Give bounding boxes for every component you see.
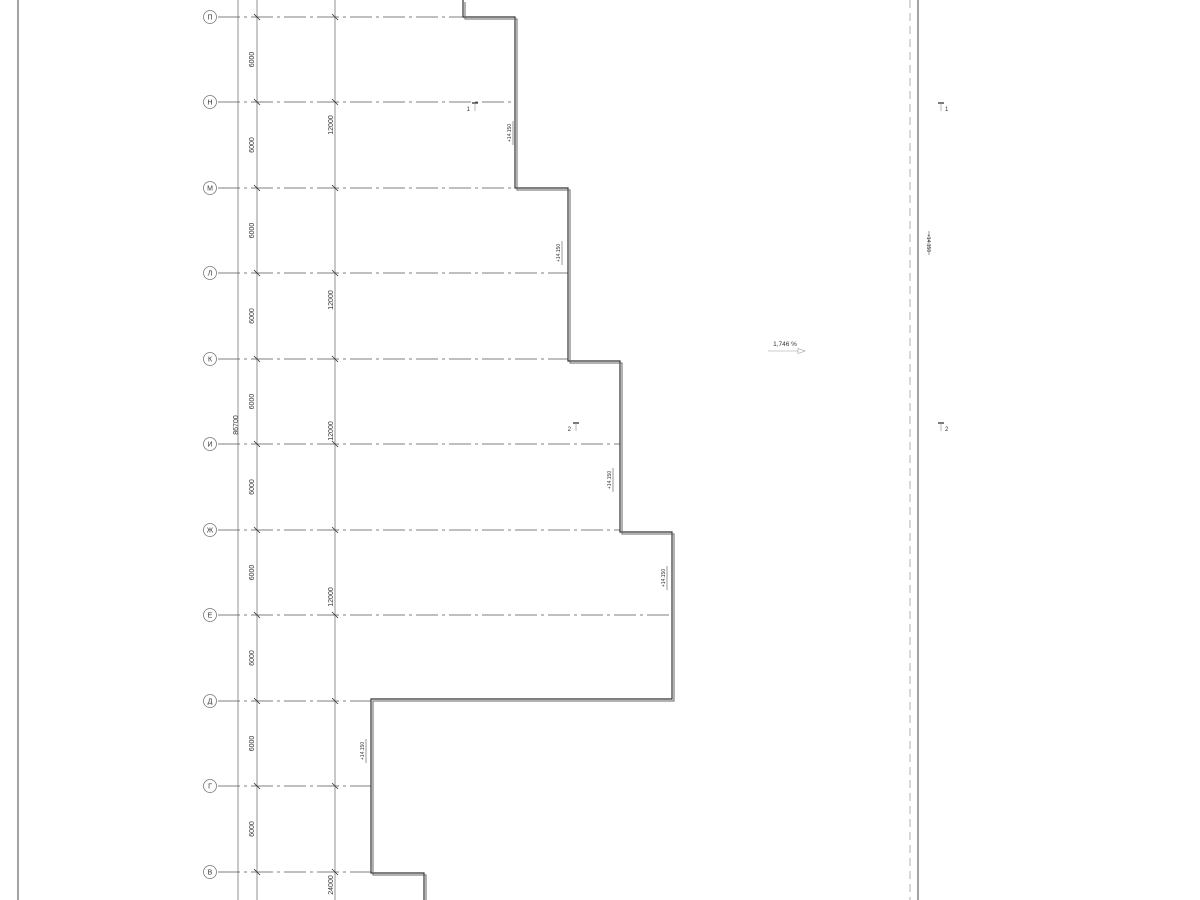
dimension-tick: [331, 782, 339, 790]
dimension-tick: [253, 782, 261, 790]
grid-axis-bubble: [203, 266, 217, 280]
dimension-bay: 6000: [249, 394, 256, 410]
elevation-label: +14.150: [507, 124, 513, 142]
section-marker-label: 2: [568, 427, 572, 433]
dimension-group: 12000: [328, 115, 335, 135]
elevation-label: +14.150: [661, 569, 667, 587]
grid-axis-label: В: [208, 870, 213, 877]
dimension-bay: 6000: [249, 565, 256, 581]
elevation-mark: +14.150: [925, 231, 931, 255]
dimension-group: 12000: [328, 587, 335, 607]
grid-axis-label: П: [207, 15, 212, 22]
elevation-label: +14.150: [925, 234, 931, 252]
dimension-tick: [331, 697, 339, 705]
dimension-tick: [331, 355, 339, 363]
dimension-bay: 6000: [249, 137, 256, 153]
grid-axis-label: Н: [207, 100, 212, 107]
building-outline-inner: [372, 2, 675, 900]
dimension-tick: [331, 440, 339, 448]
section-marker[interactable]: 1: [938, 102, 949, 113]
dimension-tick: [253, 868, 261, 876]
grid-axis-bubble: [203, 352, 217, 366]
section-marker[interactable]: 2: [938, 422, 949, 433]
section-marker-label: 1: [467, 107, 471, 113]
elevation-label: +14.150: [360, 742, 366, 760]
dimension-tick: [253, 269, 261, 277]
grid-axis-label: Е: [208, 613, 213, 620]
section-marker[interactable]: 2: [568, 422, 579, 433]
section-marker-label: 1: [945, 107, 949, 113]
dimension-bay: 6000: [249, 650, 256, 666]
dimension-group: 12000: [328, 421, 335, 441]
slope-indicator: 1,746 %: [768, 341, 806, 354]
dimension-tick: [331, 868, 339, 876]
grid-axis-label: Л: [208, 271, 213, 278]
grid-axis-label: Д: [208, 699, 213, 706]
dimension-tick: [331, 526, 339, 534]
dimension-overall: 86700: [233, 415, 240, 435]
dimension-tick: [253, 98, 261, 106]
grid-axis-label: Ж: [207, 528, 214, 535]
grid-axis-label: М: [207, 186, 213, 193]
grid-axis-label: И: [207, 442, 212, 449]
dimension-tick: [331, 611, 339, 619]
grid-axis-bubble: [203, 437, 217, 451]
grid-axis-bubble: [203, 779, 217, 793]
grid-axis-bubble: [203, 865, 217, 879]
section-marker-label: 2: [945, 427, 949, 433]
elevation-mark: +14.150: [556, 241, 563, 265]
dimension-tick: [331, 269, 339, 277]
grid-axis-label: Г: [208, 784, 212, 791]
elevation-mark: +14.150: [607, 468, 614, 492]
dimension-bay: 6000: [249, 821, 256, 837]
elevation-mark: +14.150: [360, 739, 367, 763]
dimension-tick: [253, 526, 261, 534]
grid-axis-bubble: [203, 181, 217, 195]
grid-axis-bubble: [203, 95, 217, 109]
dimension-tick: [331, 98, 339, 106]
elevation-label: +14.150: [556, 244, 562, 262]
grid-axis-bubble: [203, 694, 217, 708]
grid-axis-bubble: [203, 608, 217, 622]
dimension-tick: [253, 697, 261, 705]
dimension-bay: 6000: [249, 479, 256, 495]
elevation-mark: +14.150: [507, 121, 514, 145]
dimension-group: 12000: [328, 290, 335, 310]
dimension-tick: [253, 184, 261, 192]
dimension-tick: [253, 440, 261, 448]
dimension-tick: [331, 13, 339, 21]
elevation-label: +14.150: [607, 471, 613, 489]
dimension-tick: [331, 184, 339, 192]
slope-arrowhead-icon: [797, 348, 806, 354]
dimension-tick: [253, 355, 261, 363]
dimension-tick: [253, 13, 261, 21]
grid-axis-label: К: [208, 357, 213, 364]
section-marker[interactable]: 1: [467, 102, 478, 113]
building-outline: [370, 0, 673, 900]
dimension-tick: [253, 611, 261, 619]
dimension-bay: 6000: [249, 308, 256, 324]
slope-label: 1,746 %: [773, 341, 797, 348]
dimension-bay: 6000: [249, 223, 256, 239]
dimension-bay: 6000: [249, 736, 256, 752]
grid-axis-bubble: [203, 10, 217, 24]
elevation-mark: +14.150: [661, 566, 668, 590]
dimension-bay: 6000: [249, 52, 256, 68]
grid-axis-bubble: [203, 523, 217, 537]
dimension-group: 24000: [328, 875, 335, 895]
